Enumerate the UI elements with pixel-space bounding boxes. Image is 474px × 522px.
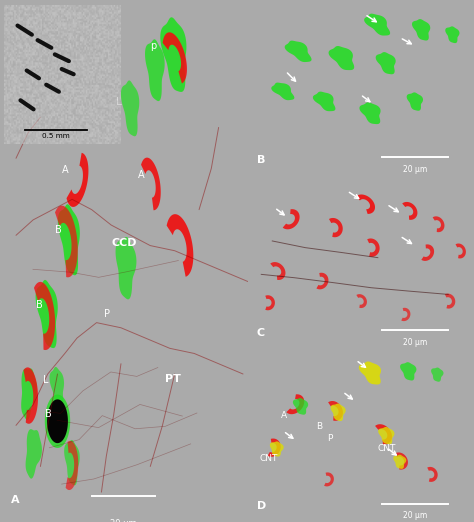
- Polygon shape: [65, 441, 78, 490]
- Polygon shape: [313, 91, 336, 111]
- Text: B: B: [257, 155, 265, 164]
- Polygon shape: [427, 467, 438, 482]
- Text: 20 μm: 20 μm: [110, 519, 137, 522]
- Polygon shape: [45, 395, 70, 448]
- Polygon shape: [167, 214, 193, 277]
- Text: L: L: [116, 97, 122, 107]
- Polygon shape: [285, 41, 311, 62]
- Text: 20 μm: 20 μm: [403, 338, 428, 347]
- Text: B: B: [46, 409, 52, 419]
- Polygon shape: [412, 19, 430, 41]
- Polygon shape: [49, 367, 64, 409]
- Polygon shape: [160, 17, 186, 92]
- Text: C: C: [257, 328, 265, 338]
- Polygon shape: [456, 243, 466, 258]
- Polygon shape: [328, 401, 343, 421]
- Text: B: B: [316, 422, 322, 431]
- Text: 20 μm: 20 μm: [403, 164, 428, 173]
- Polygon shape: [55, 206, 78, 277]
- Polygon shape: [36, 280, 58, 348]
- Polygon shape: [356, 195, 375, 214]
- Polygon shape: [270, 262, 285, 280]
- Text: B: B: [36, 300, 42, 310]
- Text: A: A: [11, 495, 20, 505]
- Polygon shape: [47, 399, 68, 443]
- Polygon shape: [329, 218, 343, 237]
- Polygon shape: [283, 209, 300, 229]
- Polygon shape: [433, 216, 445, 232]
- Text: A: A: [63, 165, 69, 175]
- Polygon shape: [402, 202, 418, 220]
- Polygon shape: [407, 92, 423, 111]
- Polygon shape: [145, 39, 164, 101]
- Polygon shape: [395, 453, 408, 470]
- Text: L: L: [43, 375, 48, 385]
- Text: P: P: [104, 309, 110, 318]
- Polygon shape: [400, 362, 417, 381]
- Polygon shape: [401, 308, 410, 321]
- Polygon shape: [58, 204, 80, 275]
- Polygon shape: [268, 438, 281, 457]
- Polygon shape: [324, 472, 334, 487]
- Polygon shape: [265, 295, 275, 310]
- Polygon shape: [64, 440, 80, 485]
- Text: CNT: CNT: [378, 444, 396, 453]
- Text: CCD: CCD: [111, 238, 137, 248]
- Text: p: p: [150, 41, 156, 52]
- Text: 20 μm: 20 μm: [403, 511, 428, 520]
- Polygon shape: [271, 82, 294, 100]
- Polygon shape: [66, 153, 89, 207]
- Polygon shape: [367, 239, 380, 257]
- Polygon shape: [21, 369, 37, 420]
- Polygon shape: [286, 394, 304, 414]
- Text: D: D: [257, 501, 266, 511]
- Polygon shape: [34, 282, 55, 350]
- Polygon shape: [26, 429, 42, 479]
- Text: A: A: [138, 170, 145, 180]
- Polygon shape: [359, 102, 381, 124]
- Text: CNT: CNT: [259, 454, 277, 462]
- Polygon shape: [378, 427, 394, 444]
- Polygon shape: [141, 158, 161, 210]
- Polygon shape: [364, 14, 390, 35]
- Polygon shape: [293, 398, 308, 414]
- Polygon shape: [24, 367, 38, 424]
- Polygon shape: [359, 361, 381, 385]
- Polygon shape: [421, 244, 434, 261]
- Polygon shape: [356, 294, 367, 308]
- Polygon shape: [317, 272, 328, 289]
- Polygon shape: [116, 237, 137, 300]
- Polygon shape: [445, 26, 459, 43]
- Text: A: A: [281, 411, 287, 420]
- Polygon shape: [393, 455, 406, 469]
- Text: P: P: [327, 434, 333, 443]
- Text: B: B: [55, 226, 62, 235]
- Polygon shape: [270, 442, 283, 457]
- Polygon shape: [445, 293, 456, 309]
- Polygon shape: [376, 52, 396, 74]
- Polygon shape: [121, 80, 139, 136]
- Polygon shape: [330, 404, 346, 421]
- Text: 0.5 mm: 0.5 mm: [42, 134, 70, 139]
- Polygon shape: [328, 46, 354, 70]
- Text: PT: PT: [165, 374, 181, 384]
- Polygon shape: [163, 32, 187, 84]
- Polygon shape: [375, 424, 392, 444]
- Polygon shape: [431, 367, 444, 382]
